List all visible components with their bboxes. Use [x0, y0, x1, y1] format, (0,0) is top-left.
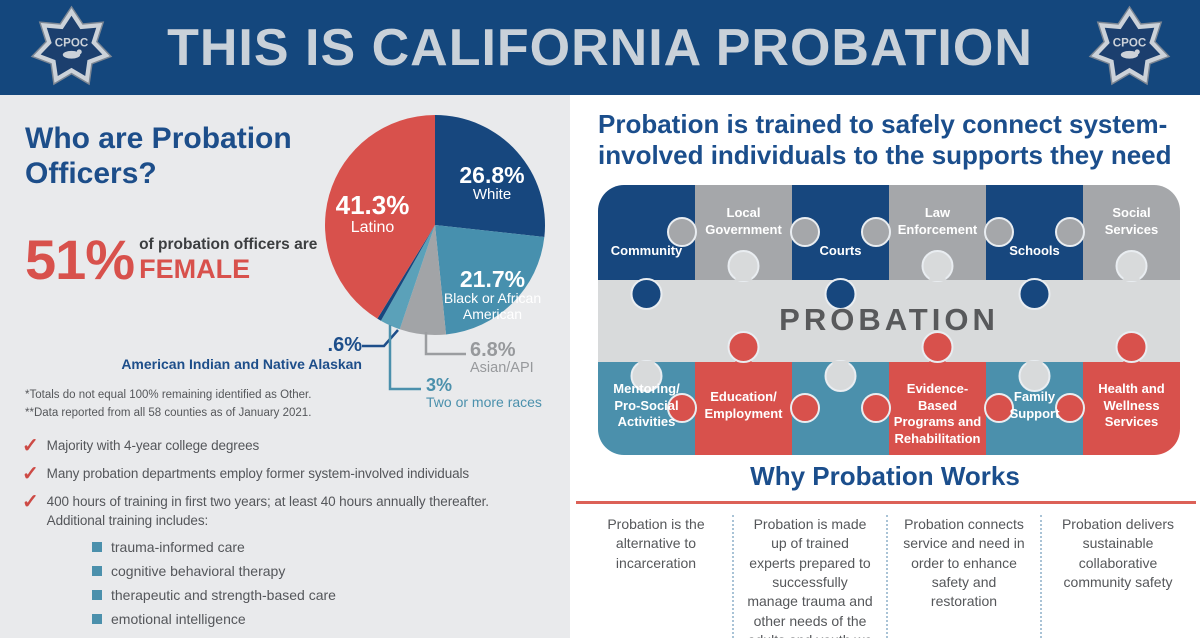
puzzle-piece-health-wellness: [1083, 362, 1180, 455]
bear-icon: [62, 50, 81, 59]
puzzle-pieces: [598, 185, 1180, 455]
puzzle-label-education: Education/ Employment: [704, 389, 783, 421]
right-heading: Probation is trained to safely connect s…: [598, 109, 1172, 170]
training-bullet-text: therapeutic and strength-based care: [111, 587, 336, 603]
puzzle-piece-evidence-based: [889, 362, 986, 455]
pie-pct-white: 26.8%: [459, 162, 525, 188]
training-bullets: trauma-informed care cognitive behaviora…: [92, 539, 336, 635]
pie-svg: [325, 115, 546, 336]
pie-pct-two-or-more: 3%: [426, 375, 453, 395]
training-bullet-text: emotional intelligence: [111, 611, 246, 627]
right-panel: Probation is trained to safely connect s…: [570, 95, 1200, 638]
puzzle-label-family-support: Family Support: [1009, 389, 1060, 421]
red-divider-line: [576, 501, 1196, 504]
cpoc-star-badge-right: CPOC: [1088, 5, 1171, 86]
demographics-pie-chart: [315, 105, 555, 345]
checklist-item: ✓ Majority with 4-year college degrees: [22, 435, 564, 457]
pie-pct-black: 21.7%: [459, 266, 526, 292]
pie-name-american-indian: American Indian and Native Alaskan: [121, 356, 362, 372]
badge-text: CPOC: [1113, 37, 1147, 50]
training-bullet: therapeutic and strength-based care: [92, 587, 336, 603]
pie-label-latino: 41.3% Latino: [310, 190, 435, 237]
puzzle-graphic: [598, 185, 1180, 455]
pie-slice-black-or-african-american: [435, 225, 545, 335]
training-bullet: emotional intelligence: [92, 611, 336, 627]
puzzle-piece-education: [695, 362, 792, 455]
cpoc-star-badge-left: CPOC: [30, 5, 113, 86]
check-icon: ✓: [22, 435, 39, 457]
pie-pct-american-indian: .6%: [327, 334, 362, 356]
footnotes: *Totals do not equal 100% remaining iden…: [25, 387, 311, 423]
training-bullet-text: trauma-informed care: [111, 539, 245, 555]
puzzle-label-community: Community: [610, 243, 683, 258]
pie-label-black: 21.7% Black or African American: [425, 267, 560, 322]
female-stat: 51% of probation officers are FEMALE: [25, 228, 318, 291]
probation-puzzle-diagram: Community Local Government Courts Law En…: [598, 185, 1180, 455]
puzzle-label-local-government: Local Government: [705, 205, 782, 237]
checklist-text: Majority with 4-year college degrees: [46, 438, 260, 453]
pie-name-latino: Latino: [350, 219, 395, 237]
pie-callout-two-or-more: 3% Two or more races: [426, 376, 542, 410]
why-column-4: Probation delivers sustainable collabora…: [1061, 516, 1175, 590]
pie-callout-american-indian: .6% American Indian and Native Alaskan: [70, 335, 362, 372]
badge-text: CPOC: [55, 37, 89, 50]
checklist-item: ✓ 400 hours of training in first two yea…: [22, 491, 564, 529]
pie-label-white: 26.8% White: [432, 163, 552, 204]
pie-name-black: Black or African American: [443, 290, 542, 322]
square-bullet-icon: [92, 542, 102, 552]
puzzle-label-health-wellness: Health and Wellness Services: [1098, 381, 1165, 430]
pie-slice-two-or-more-races: [380, 225, 435, 330]
why-column-3: Probation connects service and need in o…: [888, 515, 1042, 638]
puzzle-label-courts: Courts: [819, 243, 862, 258]
check-icon: ✓: [22, 491, 39, 514]
puzzle-label-evidence-based: Evidence-Based Programs and Rehabilitati…: [893, 381, 982, 446]
puzzle-knobs-band-bottom: [630, 331, 1148, 392]
why-column-1: Probation is the alternative to incarcer…: [580, 515, 734, 638]
checklist-text: Many probation departments employ former…: [46, 466, 470, 482]
pie-name-two-or-more: Two or more races: [426, 393, 542, 410]
check-icon: ✓: [22, 463, 39, 486]
why-probation-works-title: Why Probation Works: [750, 461, 1020, 491]
stat-prefix: of probation officers are: [139, 236, 318, 253]
pie-pct-latino: 41.3%: [335, 190, 410, 220]
puzzle-label-mentoring: Mentoring/ Pro-Social Activities: [613, 381, 680, 430]
pie-slice-asian-api: [399, 225, 447, 336]
footnote-1: *Totals do not equal 100% remaining iden…: [25, 389, 312, 401]
puzzle-label-law-enforcement: Law Enforcement: [897, 205, 978, 237]
square-bullet-icon: [92, 614, 102, 624]
puzzle-label-social-services: Social Services: [1104, 205, 1159, 237]
pie-slice-american-indian-and-native-alaskan: [377, 225, 435, 321]
pie-pct-asian: 6.8%: [470, 339, 516, 361]
bear-icon: [1120, 50, 1139, 59]
checklist-item: ✓ Many probation departments employ form…: [22, 463, 564, 486]
checklist-text: 400 hours of training in first two years…: [46, 494, 489, 528]
pie-callout-asian: 6.8% Asian/API: [470, 340, 534, 376]
pie-slice-latino: [325, 115, 435, 319]
checklist: ✓ Majority with 4-year college degrees ✓…: [22, 435, 564, 540]
page-title: THIS IS CALIFORNIA PROBATION: [167, 19, 1033, 77]
pie-name-asian: Asian/API: [470, 360, 534, 376]
puzzle-knobs-band-top: [630, 250, 1148, 310]
pie-slice-white: [435, 115, 546, 238]
puzzle-center-label: PROBATION: [779, 302, 999, 337]
left-heading: Who are Probation Officers?: [25, 122, 292, 191]
puzzle-knobs-top: [667, 217, 1092, 247]
training-bullet: cognitive behavioral therapy: [92, 563, 336, 579]
footnote-2: **Data reported from all 58 counties as …: [25, 406, 312, 419]
square-bullet-icon: [92, 566, 102, 576]
puzzle-knobs-bottom: [667, 393, 1092, 423]
training-bullet: trauma-informed care: [92, 539, 336, 555]
left-panel: Who are Probation Officers? 51% of proba…: [0, 95, 570, 638]
puzzle-label-schools: Schools: [1009, 243, 1060, 258]
probation-band: [598, 280, 1180, 362]
stat-emphasis: FEMALE: [139, 253, 251, 284]
training-bullet-text: cognitive behavioral therapy: [111, 563, 286, 579]
stat-value: 51%: [25, 228, 135, 291]
square-bullet-icon: [92, 590, 102, 600]
why-columns: Probation is the alternative to incarcer…: [580, 515, 1194, 638]
header-banner: CPOC THIS IS CALIFORNIA PROBATION CPOC: [0, 0, 1200, 95]
why-column-2: Probation is made up of trained experts …: [734, 515, 888, 638]
pie-name-white: White: [472, 186, 512, 204]
